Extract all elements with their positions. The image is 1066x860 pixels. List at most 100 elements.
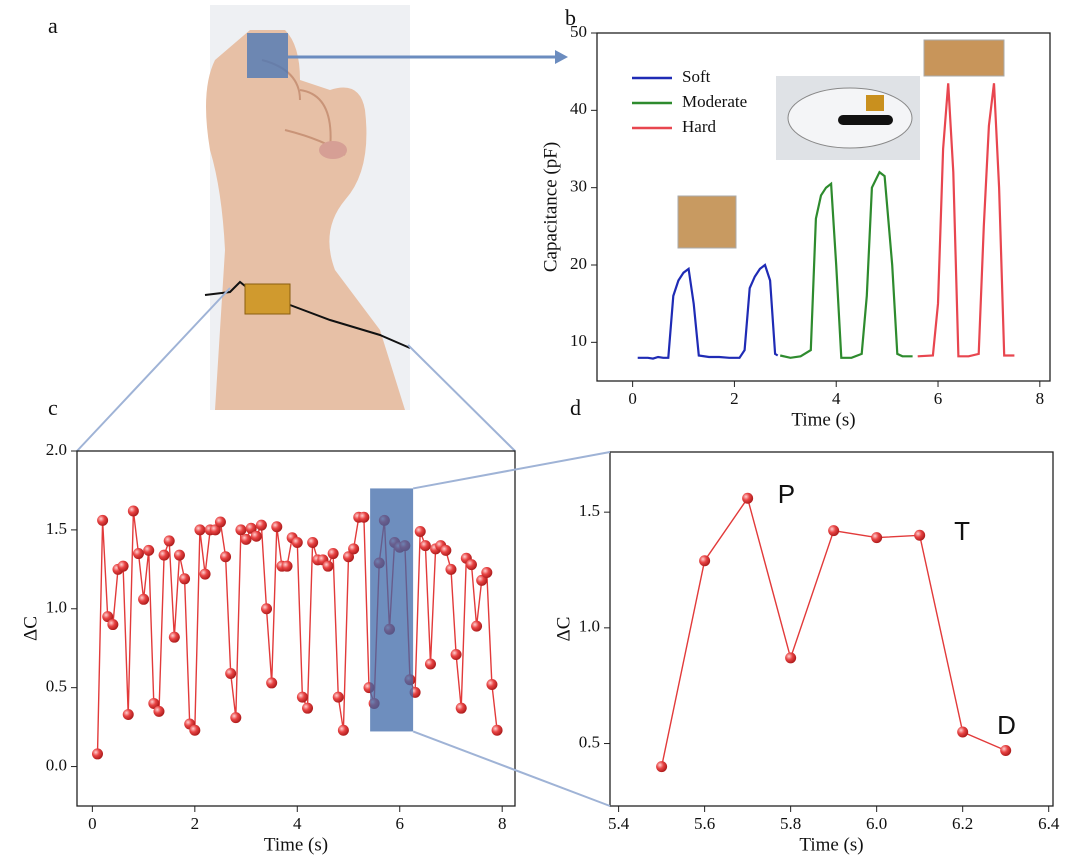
data-point: [957, 726, 968, 737]
y-tick-label: 0.0: [46, 755, 67, 774]
data-point: [235, 524, 246, 535]
data-point: [415, 526, 426, 537]
panel-label: d: [570, 395, 581, 420]
data-point: [486, 679, 497, 690]
data-point: [338, 725, 349, 736]
data-point: [828, 525, 839, 536]
data-point: [215, 517, 226, 528]
data-point: [420, 540, 431, 551]
data-point: [179, 573, 190, 584]
data-point: [440, 545, 451, 556]
data-point: [153, 706, 164, 717]
data-point: [358, 512, 369, 523]
data-point: [742, 493, 753, 504]
data-point: [118, 561, 129, 572]
x-tick-label: 5.8: [780, 814, 801, 833]
data-point: [261, 603, 272, 614]
data-point: [656, 761, 667, 772]
data-point: [174, 550, 185, 561]
data-point: [466, 559, 477, 570]
data-point: [256, 520, 267, 531]
x-tick-label: 5.6: [694, 814, 715, 833]
zoom-region: [370, 488, 413, 731]
data-point: [871, 532, 882, 543]
data-line: [780, 172, 912, 358]
x-tick-label: 2: [730, 389, 739, 408]
data-point: [425, 659, 436, 670]
y-tick-label: 10: [570, 331, 587, 350]
y-tick-label: 1.5: [579, 501, 600, 520]
data-point: [492, 725, 503, 736]
x-tick-label: 4: [293, 814, 302, 833]
data-point: [220, 551, 231, 562]
legend-label: Hard: [682, 117, 716, 136]
x-tick-label: 8: [498, 814, 507, 833]
x-tick-label: 6: [934, 389, 943, 408]
data-point: [323, 561, 334, 572]
data-point: [271, 521, 282, 532]
data-point: [189, 725, 200, 736]
data-point: [302, 703, 313, 714]
x-tick-label: 0: [628, 389, 637, 408]
data-point: [914, 530, 925, 541]
data-point: [445, 564, 456, 575]
y-tick-label: 1.0: [46, 598, 67, 617]
data-point: [266, 677, 277, 688]
data-point: [785, 652, 796, 663]
x-tick-label: 6: [395, 814, 404, 833]
x-tick-label: 6.4: [1038, 814, 1060, 833]
figure: a 024681020304050Time (s)Capacitance (pF…: [0, 0, 1066, 860]
data-point: [241, 534, 252, 545]
data-point: [251, 531, 262, 542]
panel-label: c: [48, 395, 58, 420]
data-point: [200, 569, 211, 580]
data-point: [138, 594, 149, 605]
data-point: [471, 621, 482, 632]
y-tick-label: 0.5: [46, 677, 67, 696]
panel-label: a: [48, 13, 58, 38]
data-point: [481, 567, 492, 578]
data-point: [1000, 745, 1011, 756]
legend-label: Moderate: [682, 92, 747, 111]
wrist-photo: [77, 5, 568, 451]
data-point: [282, 561, 293, 572]
data-point: [97, 515, 108, 526]
annotation: T: [954, 516, 970, 546]
y-tick-label: 0.5: [579, 732, 600, 751]
y-tick-label: 20: [570, 254, 587, 273]
x-tick-label: 5.4: [608, 814, 630, 833]
data-point: [307, 537, 318, 548]
x-axis-label: Time (s): [799, 834, 863, 855]
annotation: D: [997, 710, 1016, 740]
legend-label: Soft: [682, 67, 711, 86]
x-axis-label: Time (s): [791, 409, 855, 430]
data-point: [328, 548, 339, 559]
x-tick-label: 8: [1036, 389, 1045, 408]
data-point: [297, 692, 308, 703]
x-axis-label: Time (s): [264, 834, 328, 855]
data-point: [456, 703, 467, 714]
zoom-connector: [413, 452, 610, 488]
data-point: [230, 712, 241, 723]
y-tick-label: 1.0: [579, 617, 600, 636]
data-point: [225, 668, 236, 679]
data-point: [128, 505, 139, 516]
data-point: [133, 548, 144, 559]
x-tick-label: 0: [88, 814, 97, 833]
plot-frame: [610, 452, 1053, 806]
x-tick-label: 6.0: [866, 814, 887, 833]
y-tick-label: 30: [570, 177, 587, 196]
data-point: [164, 535, 175, 546]
data-line: [918, 83, 1015, 356]
x-tick-label: 2: [191, 814, 200, 833]
data-point: [451, 649, 462, 660]
data-point: [123, 709, 134, 720]
data-point: [699, 555, 710, 566]
y-axis-label: ΔC: [20, 616, 41, 641]
y-tick-label: 1.5: [46, 519, 67, 538]
data-point: [143, 545, 154, 556]
x-tick-label: 4: [832, 389, 841, 408]
data-point: [348, 543, 359, 554]
data-point: [194, 524, 205, 535]
y-axis-label: ΔC: [553, 617, 574, 642]
